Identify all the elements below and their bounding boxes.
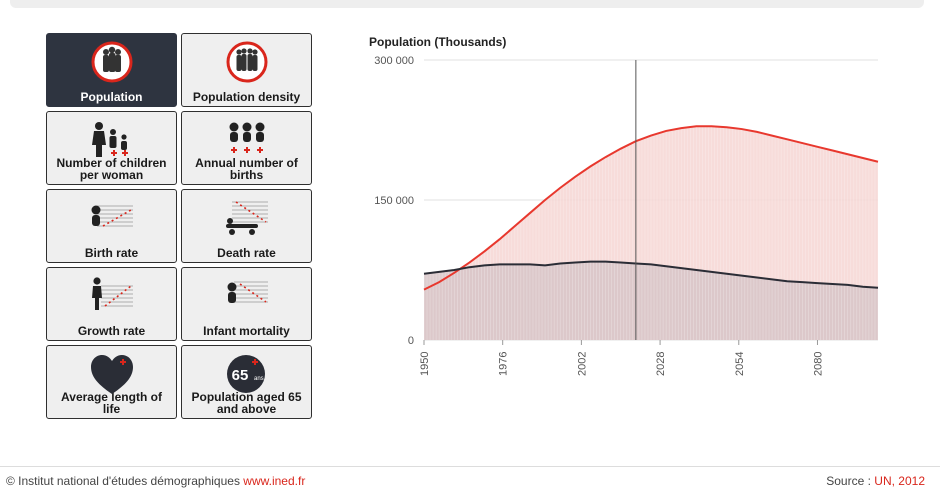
tile-label: Death rate <box>217 246 276 260</box>
death-rate-icon <box>225 201 268 235</box>
tile-population[interactable]: Population <box>46 33 177 107</box>
birth-rate-icon <box>91 205 133 227</box>
source-year-link[interactable]: 2012 <box>898 474 925 488</box>
tile-infant-mortality[interactable]: Infant mortality <box>181 267 312 341</box>
heart-icon <box>90 355 133 394</box>
x-tick-label: 1976 <box>498 352 510 376</box>
tile-label: Population aged 65 and above <box>191 390 302 416</box>
x-tick-label: 2054 <box>734 352 746 376</box>
copyright-text: © Institut national d'études démographiq… <box>6 474 240 488</box>
population-density-icon <box>226 41 267 83</box>
footer-divider <box>0 466 940 467</box>
source-prefix: Source : <box>826 474 871 488</box>
population-icon <box>91 41 132 83</box>
footer-credit: © Institut national d'études démographiq… <box>6 474 305 488</box>
growth-rate-icon <box>91 277 133 310</box>
series-line <box>423 125 879 291</box>
y-tick-label: 0 <box>408 335 414 347</box>
tile-birth-rate[interactable]: Birth rate <box>46 189 177 263</box>
series-line <box>423 260 879 289</box>
aged-65-badge: 65 <box>231 367 248 384</box>
indicator-menu: Population Population density Number of … <box>46 33 312 419</box>
tile-label: Number of children per woman <box>56 156 167 182</box>
infant-mortality-icon <box>227 281 268 303</box>
tile-growth-rate[interactable]: Growth rate <box>46 267 177 341</box>
tile-label: Growth rate <box>77 324 146 338</box>
population-chart[interactable]: 0 150 000 300 000 1950 1976 2002 2028 2054 2080 <box>360 50 900 390</box>
babies-icon <box>229 122 264 153</box>
tile-annual-births[interactable]: Annual number of births <box>181 111 312 185</box>
tile-death-rate[interactable]: Death rate <box>181 189 312 263</box>
tile-average-life[interactable]: Average length of life <box>46 345 177 419</box>
top-panel-edge <box>10 0 924 8</box>
chart-title: Population (Thousands) <box>369 35 507 49</box>
x-tick-label: 2002 <box>576 352 588 376</box>
ined-link[interactable]: www.ined.fr <box>243 474 306 488</box>
source-org-link[interactable]: UN <box>874 474 892 488</box>
tile-label: Population <box>80 90 143 104</box>
tile-label: Annual number of births <box>195 156 298 182</box>
aged-65-icon: 65 ans <box>226 355 265 393</box>
tile-label: Infant mortality <box>203 324 290 338</box>
tile-label: Population density <box>192 90 301 104</box>
x-tick-label: 2028 <box>655 352 667 376</box>
tile-aged-65[interactable]: 65 ans Population aged 65 and above <box>181 345 312 419</box>
y-tick-label: 150 000 <box>374 195 414 207</box>
x-tick-label: 1950 <box>419 352 431 376</box>
aged-65-badge-unit: ans <box>254 376 264 382</box>
x-tick-label: 2080 <box>812 352 824 376</box>
tile-population-density[interactable]: Population density <box>181 33 312 107</box>
tile-label: Birth rate <box>84 246 139 260</box>
tile-label: Average length of life <box>61 390 162 416</box>
y-tick-label: 300 000 <box>374 55 414 67</box>
family-icon <box>91 122 128 157</box>
footer-source: Source : UN, 2012 <box>826 474 925 488</box>
series-area <box>424 261 878 340</box>
tile-children-per-woman[interactable]: Number of children per woman <box>46 111 177 185</box>
